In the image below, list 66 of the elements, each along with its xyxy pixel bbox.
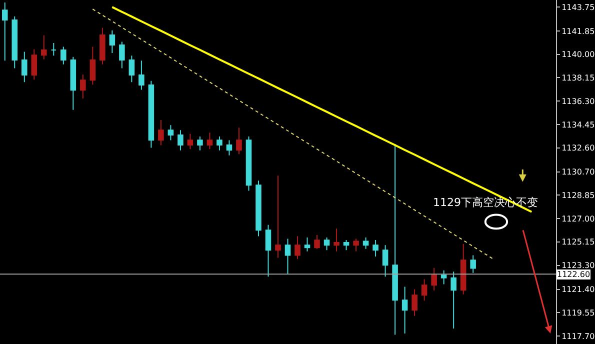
candlestick [275,175,281,258]
candlestick [2,2,8,62]
candlestick [402,286,408,334]
candlestick [119,41,125,69]
candlestick [197,136,203,151]
candlestick [334,228,340,252]
y-tick-label: 1125.15 [562,238,595,247]
candlestick [460,243,466,295]
y-tick-label: 1128.85 [562,190,595,200]
candlestick [41,34,47,60]
candlestick [431,267,437,292]
candlestick [450,271,456,329]
y-tick-label: 1127.00 [562,214,595,224]
candlestick [353,238,359,252]
y-tick-label: 1121.40 [562,285,595,294]
ref-line-label: 1122.60 [557,270,590,279]
candlestick [412,288,418,316]
candlestick [246,136,252,192]
candlestick [265,224,272,278]
candlestick [382,244,388,278]
candlestick [440,270,447,285]
candlestick [362,237,369,250]
y-tick-label: 1132.60 [562,144,595,153]
y-tick-label: 1130.70 [562,168,595,177]
candlestick [236,127,242,155]
candlestick [80,74,86,100]
y-tick-label: 1134.45 [562,120,595,130]
candlestick [100,27,106,65]
candlestick [168,124,174,141]
candlestick [226,140,232,156]
candlestick [392,144,398,336]
y-tick-label: 1136.30 [562,96,595,106]
candlestick [187,133,194,150]
candlestick [324,237,330,251]
candlestick [343,240,350,251]
candlestick [256,180,262,237]
y-tick-label: 1138.15 [562,73,595,82]
candlestick [50,42,57,56]
candlestick [304,237,310,252]
y-tick-label: 1123.30 [562,261,595,270]
y-tick-label: 1143.75 [562,2,595,12]
candlestick [284,238,291,275]
candlestick [138,60,144,90]
candlestick [22,51,28,83]
y-tick-label: 1141.85 [562,26,595,36]
candlestick [314,234,320,250]
candlestick [178,130,184,151]
candlestick [148,80,154,148]
candlestick [90,46,96,86]
candlestick [128,55,135,83]
y-tick-label: 1117.70 [562,332,595,341]
candlestick [158,120,164,146]
candlestick [31,48,38,80]
candlestick [109,30,116,54]
candlestick [421,278,428,302]
candlestick [372,240,378,257]
candlestick [294,236,300,260]
y-tick-label: 1119.55 [562,308,595,318]
y-tick-label: 1140.00 [562,50,595,60]
candlestick [216,136,222,151]
candlestick [206,132,213,150]
candlestick [12,16,18,69]
candlestick [470,254,476,274]
line-series [92,8,494,260]
candlestick [70,56,76,110]
candlestick [60,46,66,65]
